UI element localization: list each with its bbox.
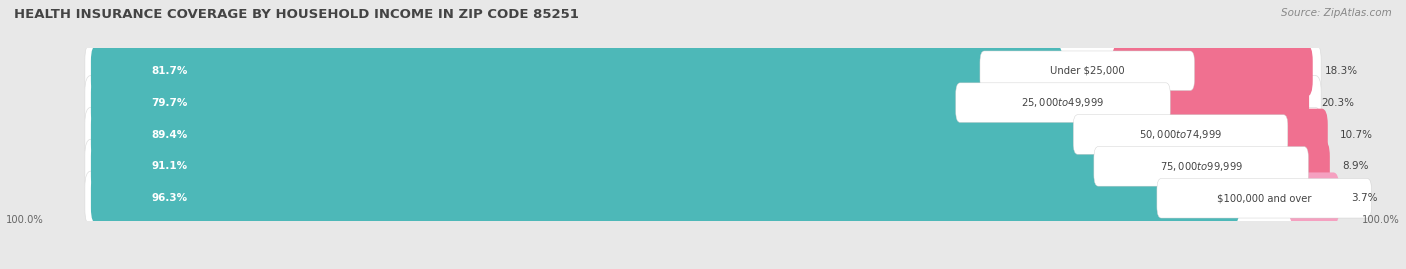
FancyBboxPatch shape bbox=[91, 141, 1177, 192]
Text: 3.7%: 3.7% bbox=[1351, 193, 1378, 203]
Text: 18.3%: 18.3% bbox=[1324, 66, 1358, 76]
FancyBboxPatch shape bbox=[84, 44, 1322, 98]
Text: 10.7%: 10.7% bbox=[1340, 129, 1372, 140]
Text: $100,000 and over: $100,000 and over bbox=[1218, 193, 1312, 203]
Text: 8.9%: 8.9% bbox=[1341, 161, 1368, 171]
Text: 100.0%: 100.0% bbox=[1362, 215, 1400, 225]
FancyBboxPatch shape bbox=[980, 51, 1195, 90]
FancyBboxPatch shape bbox=[1205, 109, 1327, 160]
FancyBboxPatch shape bbox=[84, 76, 1322, 130]
Text: 79.7%: 79.7% bbox=[152, 98, 188, 108]
Text: Source: ZipAtlas.com: Source: ZipAtlas.com bbox=[1281, 8, 1392, 18]
FancyBboxPatch shape bbox=[91, 109, 1156, 160]
FancyBboxPatch shape bbox=[84, 139, 1322, 193]
FancyBboxPatch shape bbox=[91, 77, 1038, 128]
FancyBboxPatch shape bbox=[1088, 77, 1309, 128]
FancyBboxPatch shape bbox=[91, 45, 1063, 97]
Text: 91.1%: 91.1% bbox=[152, 161, 187, 171]
FancyBboxPatch shape bbox=[1112, 45, 1313, 97]
Text: 20.3%: 20.3% bbox=[1322, 98, 1354, 108]
FancyBboxPatch shape bbox=[956, 83, 1170, 122]
FancyBboxPatch shape bbox=[1289, 172, 1340, 224]
FancyBboxPatch shape bbox=[84, 107, 1322, 162]
Text: 81.7%: 81.7% bbox=[152, 66, 188, 76]
Text: HEALTH INSURANCE COVERAGE BY HOUSEHOLD INCOME IN ZIP CODE 85251: HEALTH INSURANCE COVERAGE BY HOUSEHOLD I… bbox=[14, 8, 579, 21]
Text: $25,000 to $49,999: $25,000 to $49,999 bbox=[1021, 96, 1105, 109]
FancyBboxPatch shape bbox=[91, 172, 1239, 224]
Text: 96.3%: 96.3% bbox=[152, 193, 187, 203]
FancyBboxPatch shape bbox=[84, 171, 1322, 225]
Text: Under $25,000: Under $25,000 bbox=[1050, 66, 1125, 76]
FancyBboxPatch shape bbox=[1094, 147, 1309, 186]
FancyBboxPatch shape bbox=[1073, 115, 1288, 154]
FancyBboxPatch shape bbox=[1226, 141, 1330, 192]
Text: $50,000 to $74,999: $50,000 to $74,999 bbox=[1139, 128, 1222, 141]
Text: $75,000 to $99,999: $75,000 to $99,999 bbox=[1160, 160, 1243, 173]
Text: 89.4%: 89.4% bbox=[152, 129, 188, 140]
FancyBboxPatch shape bbox=[1157, 179, 1371, 218]
Text: 100.0%: 100.0% bbox=[6, 215, 44, 225]
